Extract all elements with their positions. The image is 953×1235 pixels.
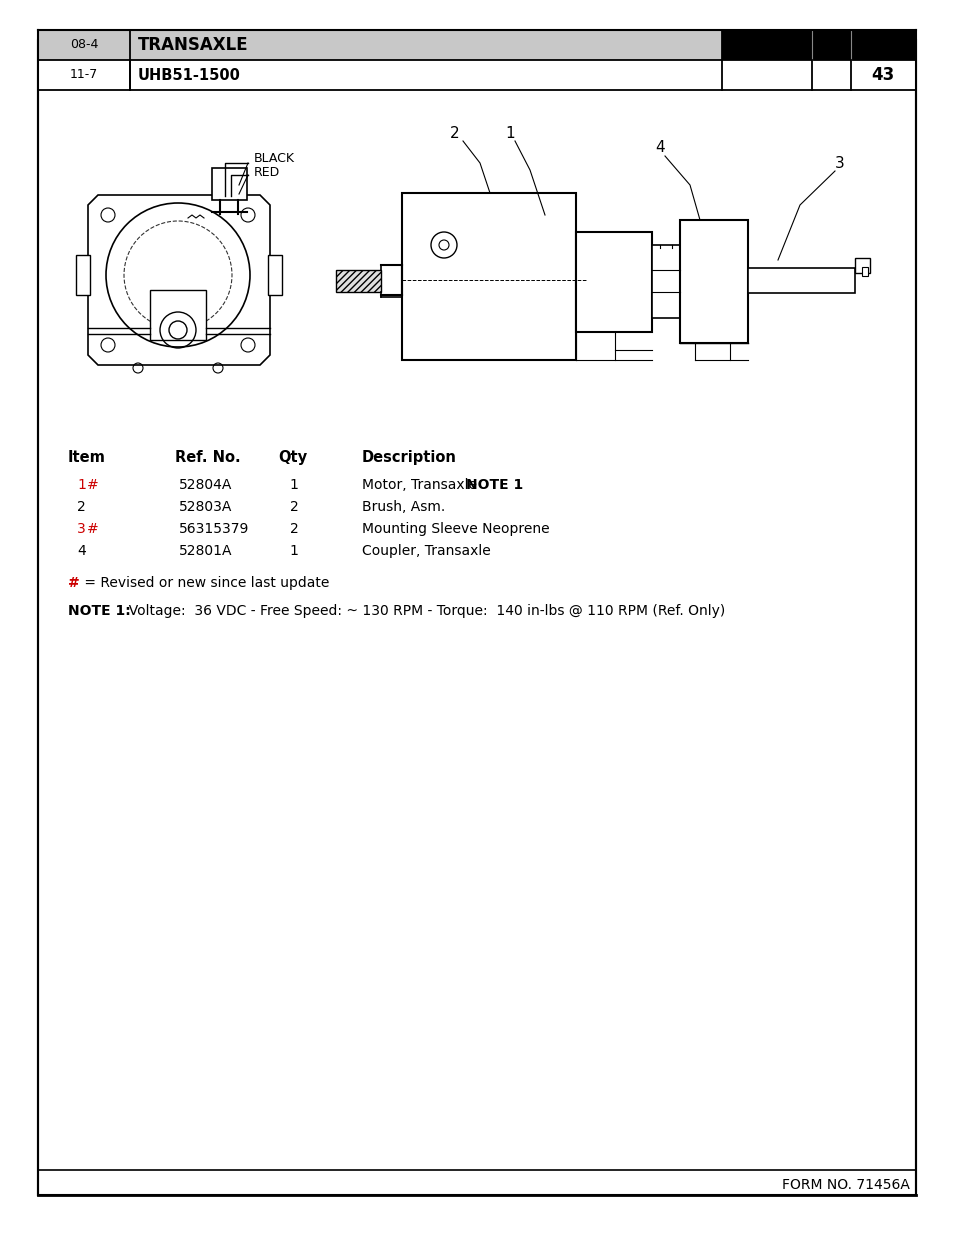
Bar (721, 30, 915, 61)
Text: Item: Item (68, 450, 106, 466)
Bar (150, 290, 206, 340)
Text: TRANSAXLE: TRANSAXLE (138, 36, 249, 54)
Text: 2: 2 (290, 500, 298, 514)
Text: 1: 1 (290, 543, 298, 558)
Text: Description: Description (361, 450, 456, 466)
Text: BLACK: BLACK (253, 152, 294, 164)
Text: RED: RED (253, 167, 280, 179)
Bar (335, 270, 380, 291)
Text: Motor, Transaxle: Motor, Transaxle (361, 478, 481, 492)
Text: Ref. No.: Ref. No. (174, 450, 240, 466)
Text: 2: 2 (77, 500, 86, 514)
Text: 52804A: 52804A (179, 478, 233, 492)
Bar (862, 267, 867, 275)
Text: 08-4: 08-4 (70, 38, 98, 52)
Bar (212, 168, 247, 200)
Bar (268, 254, 282, 295)
Polygon shape (88, 195, 270, 366)
Text: UHB51-1500: UHB51-1500 (138, 68, 240, 83)
Text: 56315379: 56315379 (179, 522, 249, 536)
Bar (576, 232, 651, 332)
Text: 3: 3 (834, 156, 844, 170)
Text: 1: 1 (290, 478, 298, 492)
Text: 4: 4 (655, 141, 664, 156)
Text: FORM NO. 71456A: FORM NO. 71456A (781, 1178, 909, 1192)
Text: 43: 43 (870, 65, 894, 84)
Text: 52801A: 52801A (179, 543, 233, 558)
Text: 2: 2 (290, 522, 298, 536)
Text: 2: 2 (450, 126, 459, 141)
Text: Voltage:  36 VDC - Free Speed: ~ 130 RPM - Torque:  140 in-lbs @ 110 RPM (Ref. O: Voltage: 36 VDC - Free Speed: ~ 130 RPM … (120, 604, 724, 618)
Text: Coupler, Transaxle: Coupler, Transaxle (361, 543, 490, 558)
Text: Qty: Qty (277, 450, 307, 466)
Text: NOTE 1: NOTE 1 (465, 478, 522, 492)
Bar (651, 245, 679, 317)
Bar (38, 61, 915, 90)
Bar (854, 258, 869, 273)
Text: 3: 3 (77, 522, 86, 536)
Text: 11-7: 11-7 (70, 68, 98, 82)
Text: 1: 1 (77, 478, 86, 492)
Text: 4: 4 (77, 543, 86, 558)
Text: #: # (68, 576, 80, 590)
Text: 1: 1 (505, 126, 515, 141)
Text: 52803A: 52803A (179, 500, 233, 514)
Text: #: # (87, 478, 99, 492)
Bar (76, 254, 90, 295)
Text: Mounting Sleeve Neoprene: Mounting Sleeve Neoprene (361, 522, 549, 536)
Bar (679, 220, 747, 343)
Text: NOTE 1:: NOTE 1: (68, 604, 131, 618)
Bar (38, 30, 915, 61)
Bar (401, 193, 576, 359)
Text: #: # (87, 522, 99, 536)
Text: Brush, Asm.: Brush, Asm. (361, 500, 445, 514)
Bar (747, 268, 854, 293)
Text: = Revised or new since last update: = Revised or new since last update (80, 576, 329, 590)
